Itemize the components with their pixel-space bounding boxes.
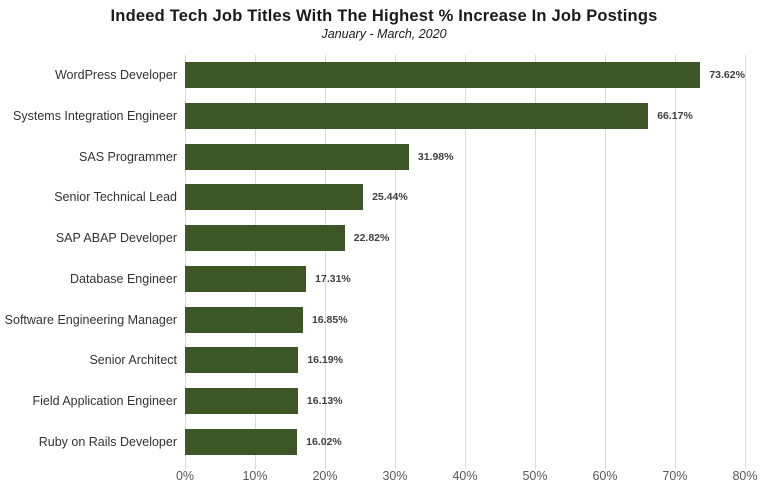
bar-row: 31.98%: [185, 143, 745, 170]
bar: [185, 184, 364, 211]
bar: [185, 428, 298, 455]
x-tick-label: 30%: [382, 469, 408, 483]
bar-row: 66.17%: [185, 103, 745, 130]
bar-value-label: 16.85%: [311, 313, 348, 326]
bar: [185, 265, 307, 292]
bar-row: 73.62%: [185, 62, 745, 89]
gridline: [535, 55, 536, 469]
category-label: WordPress Developer: [54, 68, 177, 83]
bar: [185, 143, 409, 170]
bar-row: 22.82%: [185, 225, 745, 252]
gridline: [745, 55, 746, 469]
x-tick-label: 50%: [522, 469, 548, 483]
x-tick-label: 80%: [732, 469, 758, 483]
category-label: SAS Programmer: [79, 149, 177, 164]
bar-row: 25.44%: [185, 184, 745, 211]
bar-row: 16.85%: [185, 306, 745, 333]
bar-value-label: 16.13%: [306, 394, 343, 407]
x-tick-label: 70%: [662, 469, 688, 483]
x-tick-label: 40%: [452, 469, 478, 483]
gridline: [395, 55, 396, 469]
category-label: Senior Technical Lead: [54, 190, 177, 205]
bar: [185, 103, 649, 130]
bar-row: 16.13%: [185, 387, 745, 414]
bar-value-label: 31.98%: [417, 150, 454, 163]
bar: [185, 347, 299, 374]
bar: [185, 225, 345, 252]
gridline: [185, 55, 186, 469]
x-tick-label: 0%: [175, 469, 195, 483]
x-tick-label: 60%: [592, 469, 618, 483]
bar-value-label: 25.44%: [372, 191, 408, 204]
bar: [185, 62, 701, 89]
category-label: Ruby on Rails Developer: [38, 434, 177, 449]
category-label: Field Application Engineer: [32, 393, 177, 408]
bar: [185, 306, 303, 333]
category-label: Database Engineer: [69, 271, 177, 286]
gridline: [465, 55, 466, 469]
gridline: [255, 55, 256, 469]
gridline: [325, 55, 326, 469]
bar-row: 17.31%: [185, 265, 745, 292]
bar-value-label: 22.82%: [353, 232, 390, 245]
chart-subtitle: January - March, 2020: [321, 27, 447, 41]
x-tick-label: 20%: [312, 469, 338, 483]
bar: [185, 387, 298, 414]
bar-row: 16.19%: [185, 347, 745, 374]
category-label: Systems Integration Engineer: [13, 109, 177, 124]
x-tick-label: 10%: [242, 469, 268, 483]
plot-area: 73.62% 66.17% 31.98% 25.44% 22.82% 17.31% 16.8…: [185, 55, 746, 469]
gridline: [675, 55, 676, 469]
bar-row: 16.02%: [185, 428, 745, 455]
bar-value-label: 17.31%: [315, 272, 351, 285]
bar-value-label: 73.62%: [709, 69, 745, 82]
category-label: Software Engineering Manager: [4, 312, 177, 327]
bar-value-label: 66.17%: [657, 110, 693, 123]
category-label: Senior Architect: [89, 353, 177, 368]
bar-value-label: 16.02%: [306, 435, 342, 448]
category-label: SAP ABAP Developer: [55, 231, 177, 246]
gridline: [605, 55, 606, 469]
bar-value-label: 16.19%: [307, 354, 343, 367]
chart-title: Indeed Tech Job Titles With The Highest …: [110, 7, 658, 25]
